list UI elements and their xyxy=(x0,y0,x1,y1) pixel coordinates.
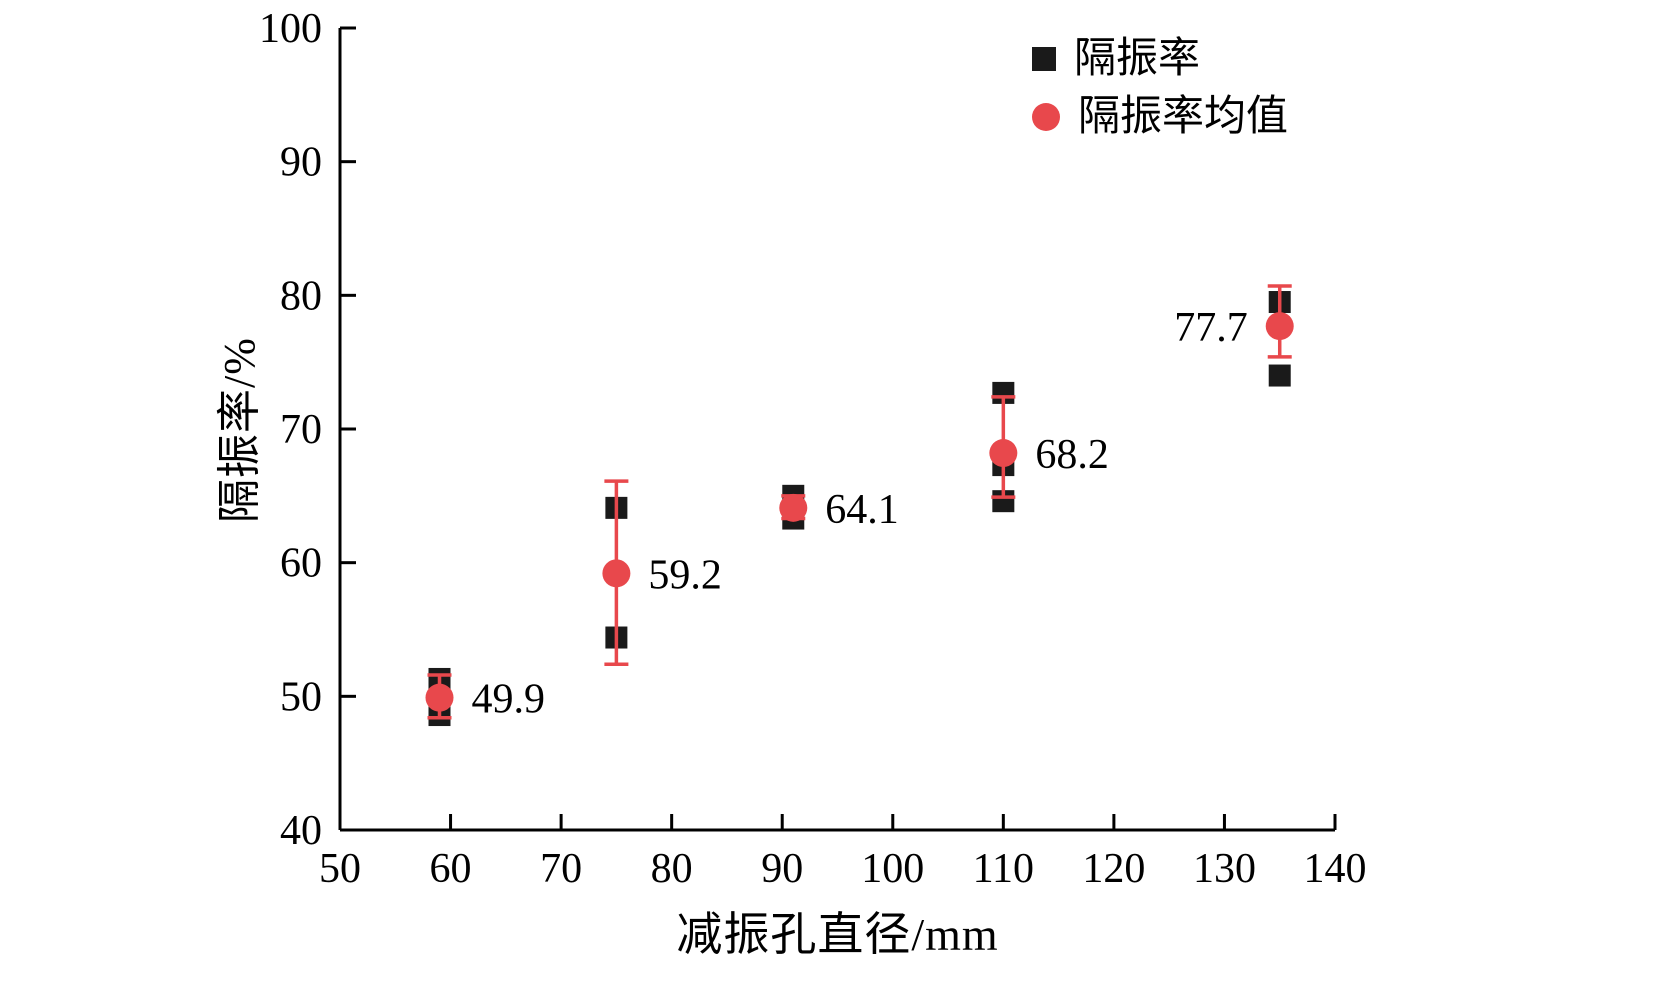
y-tick-label: 60 xyxy=(280,541,322,587)
legend-circle-marker-icon xyxy=(1032,103,1060,132)
y-axis-title: 隔振率/% xyxy=(215,337,264,523)
mean-value-label: 68.2 xyxy=(1035,432,1109,478)
legend-item-points: 隔振率 xyxy=(1032,36,1288,82)
y-tick-label: 50 xyxy=(280,674,322,720)
x-tick-label: 130 xyxy=(1193,846,1256,892)
x-tick-label: 50 xyxy=(319,846,361,892)
data-point-mean-circle xyxy=(1265,312,1294,341)
x-tick-label: 100 xyxy=(861,846,924,892)
mean-value-label: 64.1 xyxy=(825,487,899,533)
mean-value-label: 77.7 xyxy=(1174,305,1248,351)
legend-label-mean: 隔振率均值 xyxy=(1078,94,1289,141)
data-point-mean-circle xyxy=(779,493,808,522)
y-tick-label: 80 xyxy=(280,273,322,319)
legend-label-points: 隔振率 xyxy=(1074,36,1201,82)
mean-value-label: 49.9 xyxy=(472,677,546,723)
x-axis-title: 减振孔直径/mm xyxy=(676,909,999,960)
data-point-square xyxy=(1268,364,1291,387)
data-point-mean-circle xyxy=(602,559,631,588)
x-tick-label: 70 xyxy=(540,846,582,892)
legend: 隔振率 隔振率均值 xyxy=(1032,36,1288,140)
x-tick-label: 140 xyxy=(1304,846,1367,892)
x-tick-label: 60 xyxy=(430,846,472,892)
y-tick-label: 40 xyxy=(280,808,322,854)
y-tick-label: 70 xyxy=(280,407,322,453)
data-point-mean-circle xyxy=(425,683,454,712)
legend-item-mean: 隔振率均值 xyxy=(1032,94,1288,140)
y-tick-label: 90 xyxy=(280,140,322,186)
data-point-mean-circle xyxy=(989,439,1018,468)
x-tick-label: 90 xyxy=(761,846,803,892)
mean-value-label: 59.2 xyxy=(648,552,722,598)
x-tick-label: 110 xyxy=(973,846,1034,892)
legend-square-marker-icon xyxy=(1032,47,1056,72)
y-tick-label: 100 xyxy=(259,6,322,52)
x-tick-label: 120 xyxy=(1082,846,1145,892)
x-tick-label: 80 xyxy=(651,846,693,892)
